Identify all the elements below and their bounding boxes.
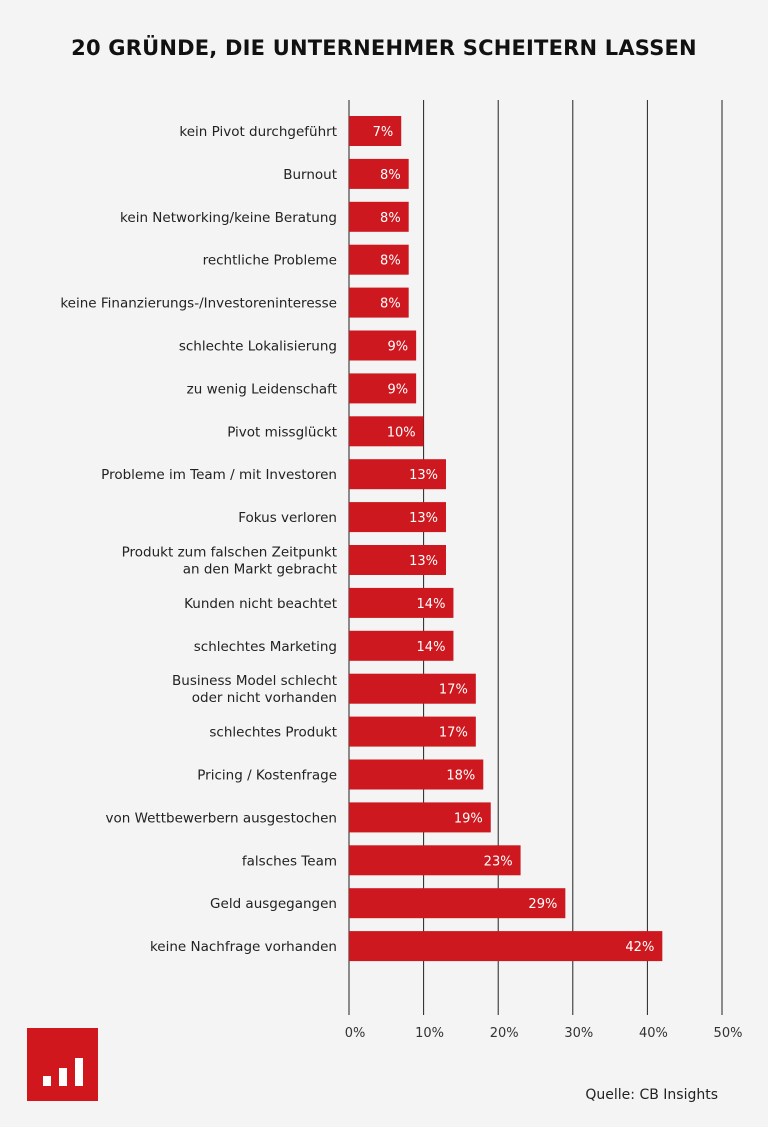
bar-value-label: 17% xyxy=(439,683,468,698)
category-label: schlechtes Marketing xyxy=(194,639,337,655)
bar-value-label: 18% xyxy=(446,769,475,784)
x-tick-label: 50% xyxy=(714,1026,743,1041)
bar xyxy=(349,587,454,618)
bar xyxy=(349,802,491,833)
category-label: Pricing / Kostenfrage xyxy=(197,768,337,784)
bar xyxy=(349,330,417,361)
category-label: kein Pivot durchgeführt xyxy=(179,124,337,140)
bar-value-label: 8% xyxy=(380,211,401,226)
category-label: an den Markt gebracht xyxy=(183,562,337,578)
bar xyxy=(349,759,484,790)
bar xyxy=(349,459,446,490)
category-label: kein Networking/keine Beratung xyxy=(120,210,337,226)
bar-value-label: 29% xyxy=(528,897,557,912)
bar xyxy=(349,116,402,146)
bar-value-label: 8% xyxy=(380,297,401,312)
bar xyxy=(349,716,476,747)
bar xyxy=(349,244,409,275)
category-label: von Wettbewerbern ausgestochen xyxy=(105,810,337,826)
bar xyxy=(349,502,446,533)
category-label: falsches Team xyxy=(242,853,337,869)
bar-value-label: 14% xyxy=(417,640,446,655)
category-label: keine Finanzierungs-/Investoreninteresse xyxy=(60,296,337,312)
bar xyxy=(349,931,663,962)
bar xyxy=(349,845,521,876)
bar-chart-logo-icon xyxy=(27,1028,98,1101)
bar-value-label: 7% xyxy=(373,125,394,140)
bar xyxy=(349,888,566,919)
bar-value-label: 14% xyxy=(417,597,446,612)
bar xyxy=(349,201,409,232)
bar-value-label: 9% xyxy=(388,382,409,397)
category-label: oder nicht vorhanden xyxy=(192,690,337,706)
bar-value-label: 10% xyxy=(387,425,416,440)
category-label: rechtliche Probleme xyxy=(203,253,337,269)
x-tick-label: 20% xyxy=(490,1026,519,1041)
bar-value-label: 8% xyxy=(380,254,401,269)
category-label: Produkt zum falschen Zeitpunkt xyxy=(122,545,337,561)
category-label: Kunden nicht beachtet xyxy=(184,596,337,612)
bar-value-label: 19% xyxy=(454,811,483,826)
category-label: keine Nachfrage vorhanden xyxy=(150,939,337,955)
bar-value-label: 13% xyxy=(409,511,438,526)
category-label: Geld ausgegangen xyxy=(210,896,337,912)
category-label: zu wenig Leidenschaft xyxy=(187,381,337,397)
source-note: Quelle: CB Insights xyxy=(585,1087,718,1103)
category-label: Business Model schlecht xyxy=(172,673,337,689)
bar xyxy=(349,158,409,189)
x-tick-label: 0% xyxy=(345,1026,366,1041)
x-tick-label: 40% xyxy=(639,1026,668,1041)
bar xyxy=(349,673,476,704)
bar xyxy=(349,545,446,575)
bar-value-label: 13% xyxy=(409,554,438,569)
bar-value-label: 17% xyxy=(439,726,468,741)
x-tick-label: 10% xyxy=(415,1026,444,1041)
bar xyxy=(349,630,454,661)
bar-value-label: 9% xyxy=(388,340,409,355)
category-label: Pivot missglückt xyxy=(227,424,337,440)
bar xyxy=(349,416,424,447)
bar xyxy=(349,287,409,318)
bar-value-label: 13% xyxy=(409,468,438,483)
category-label: schlechte Lokalisierung xyxy=(179,339,337,355)
category-label: schlechtes Produkt xyxy=(209,725,337,741)
x-tick-label: 30% xyxy=(564,1026,593,1041)
category-label: Fokus verloren xyxy=(238,510,337,526)
bar-value-label: 42% xyxy=(625,940,654,955)
category-label: Probleme im Team / mit Investoren xyxy=(101,467,337,483)
category-label: Burnout xyxy=(283,167,337,183)
bar-value-label: 23% xyxy=(484,854,513,869)
bar-value-label: 8% xyxy=(380,168,401,183)
chart-title: 20 GRÜNDE, DIE UNTERNEHMER SCHEITERN LAS… xyxy=(71,36,697,60)
bar xyxy=(349,373,417,404)
